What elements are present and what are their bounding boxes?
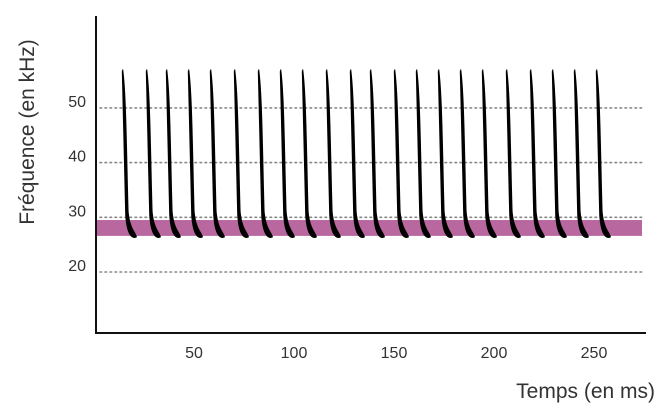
pulse-18 [505,69,521,238]
pulse-4 [187,69,203,238]
x-tick-label-50: 50 [185,345,203,362]
y-tick-label-30: 30 [68,203,86,220]
pulse-17 [481,69,497,238]
pulse-14 [415,69,431,238]
frequency-band [97,220,642,236]
pulse-21 [573,69,589,238]
x-tick-label-200: 200 [481,345,508,362]
pulse-6 [233,69,249,238]
pulse-11 [349,69,365,238]
x-tick-label-250: 250 [581,345,608,362]
pulse-5 [209,69,225,238]
pulse-10 [325,69,341,238]
y-tick-label-20: 20 [68,258,86,275]
pulse-13 [393,69,409,238]
pulse-2 [145,69,161,238]
y-axis-title: Fréquence (en kHz) [16,39,39,225]
pulse-22 [595,69,611,238]
pulse-12 [369,69,385,238]
y-tick-label-50: 50 [68,94,86,111]
grid-layer [99,107,643,273]
x-tick-label-100: 100 [281,345,308,362]
band-layer [97,220,642,236]
pulse-3 [165,69,181,238]
pulse-9 [301,69,317,238]
pulse-20 [551,69,567,238]
pulse-layer [121,69,611,238]
x-axis-title: Temps (en ms) [516,380,655,403]
pulse-19 [529,69,545,238]
x-tick-label-150: 150 [381,345,408,362]
pulse-8 [279,69,295,238]
tick-layer: 20 30 40 50 50 100 150 200 250 [68,94,607,362]
y-tick-label-40: 40 [68,149,86,166]
pulse-15 [437,69,453,238]
pulse-7 [257,69,273,238]
pulse-1 [121,69,137,238]
pulse-16 [459,69,475,238]
